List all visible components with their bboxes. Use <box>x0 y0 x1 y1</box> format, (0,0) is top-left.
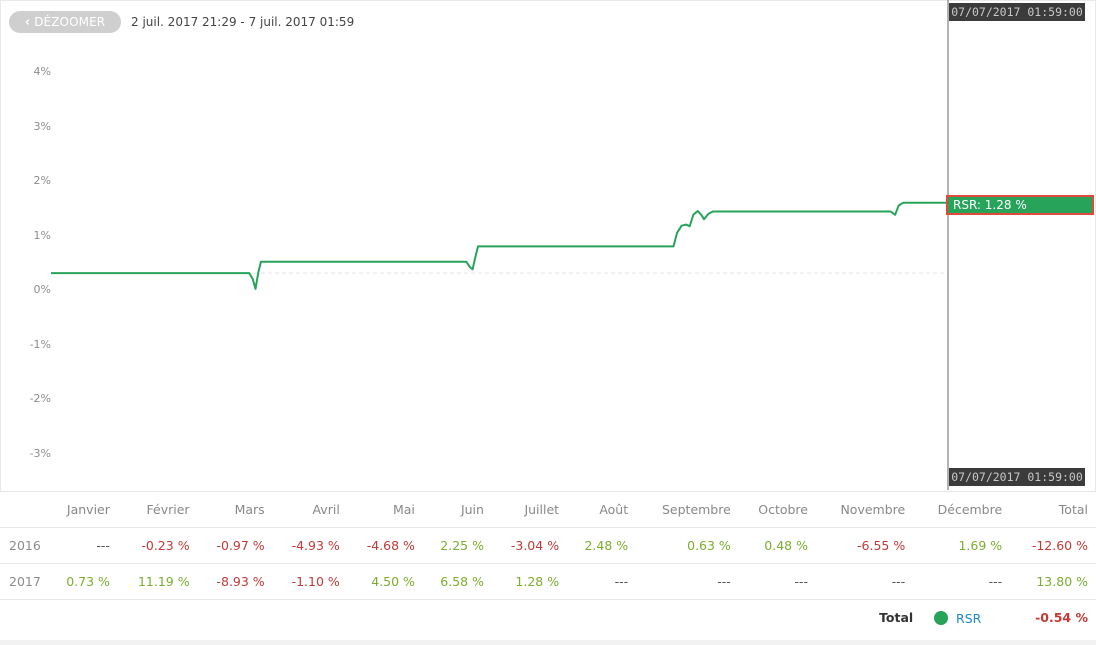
header-septembre: Septembre <box>636 491 739 528</box>
cursor-value-tag: RSR: 1.28 % <box>946 195 1094 215</box>
table-cell: --- <box>815 563 914 600</box>
table-cell: 0.73 % <box>48 563 118 600</box>
table-cell: 0.63 % <box>636 527 739 564</box>
cursor-timestamp-bottom: 07/07/2017 01:59:00 <box>949 468 1085 486</box>
table-cell: --- <box>636 563 739 600</box>
y-tick-label: 0% <box>33 283 51 296</box>
row-year: 2017 <box>0 563 49 600</box>
header-mars: Mars <box>197 491 273 528</box>
table-cell: -0.97 % <box>197 527 273 564</box>
table-cell: --- <box>738 563 816 600</box>
header-juillet: Juillet <box>491 491 568 528</box>
chevron-left-icon: ‹ <box>24 14 31 30</box>
header-mai: Mai <box>347 491 423 528</box>
table-cell: 4.50 % <box>347 563 423 600</box>
header-avril: Avril <box>272 491 348 528</box>
y-tick-label: -2% <box>29 392 51 405</box>
y-tick-label: 1% <box>33 228 51 242</box>
table-cell: --- <box>48 527 118 564</box>
table-cell: -12.60 % <box>1010 527 1096 564</box>
total-value: -0.54 % <box>1010 599 1096 635</box>
table-cell: -0.23 % <box>117 527 198 564</box>
y-tick-label: 2% <box>33 174 51 187</box>
header-total: Total <box>1010 491 1096 528</box>
table-cell: 0.48 % <box>738 527 816 564</box>
header-août: Août <box>567 491 637 528</box>
header-décembre: Décembre <box>913 491 1011 528</box>
table-cell: 6.58 % <box>422 563 492 600</box>
row-year: 2016 <box>0 527 49 564</box>
table-cell: -4.68 % <box>347 527 423 564</box>
table-cell: 2.48 % <box>567 527 637 564</box>
table-cell: -6.55 % <box>815 527 914 564</box>
table-cell: --- <box>913 563 1011 600</box>
total-row: Total RSR -0.54 % <box>0 599 1096 635</box>
table-cell: 2.25 % <box>422 527 492 564</box>
table-cell: -8.93 % <box>197 563 273 600</box>
legend-item-rsr[interactable]: RSR <box>913 599 1011 635</box>
table-header-row: Janvier Février Mars Avril Mai Juin Juillet Aoû… <box>0 491 1096 528</box>
table-cell: -4.93 % <box>272 527 348 564</box>
table-cell: -1.10 % <box>272 563 348 600</box>
y-tick-label: 4% <box>33 65 51 78</box>
table-cell: -3.04 % <box>491 527 568 564</box>
y-tick-label: -1% <box>29 337 51 351</box>
dezoom-button[interactable]: ‹ DÉZOOMER <box>9 11 121 33</box>
header-juin: Juin <box>422 491 492 528</box>
table-cell: 11.19 % <box>117 563 198 600</box>
y-tick-label: 3% <box>33 119 51 133</box>
footer-strip <box>0 640 1096 645</box>
cursor-timestamp-top: 07/07/2017 01:59:00 <box>949 3 1085 21</box>
header-janvier: Janvier <box>48 491 118 528</box>
total-label: Total <box>879 610 914 625</box>
header-octobre: Octobre <box>738 491 816 528</box>
y-tick-label: -3% <box>29 446 51 460</box>
series-line-rsr[interactable] <box>51 201 948 290</box>
legend-series-name: RSR <box>956 610 982 626</box>
date-range-label: 2 juil. 2017 21:29 - 7 juil. 2017 01:59 <box>131 15 355 29</box>
header-février: Février <box>117 491 198 528</box>
table-row: 2017 0.73 % 11.19 % -8.93 % -1.10 % 4.50 % 6.5… <box>0 563 1096 600</box>
monthly-performance-table: Janvier Février Mars Avril Mai Juin Juillet Aoû… <box>0 491 1096 635</box>
series-dot-icon <box>934 611 949 625</box>
table-cell: 13.80 % <box>1010 563 1096 600</box>
line-chart[interactable] <box>0 0 1096 490</box>
header-year <box>0 491 49 528</box>
header-novembre: Novembre <box>815 491 914 528</box>
table-row: 2016 --- -0.23 % -0.97 % -4.93 % -4.68 % 2.25 … <box>0 527 1096 564</box>
table-cell: 1.69 % <box>913 527 1011 564</box>
table-cell: 1.28 % <box>491 563 568 600</box>
dezoom-label: DÉZOOMER <box>34 15 106 29</box>
table-cell: --- <box>567 563 637 600</box>
